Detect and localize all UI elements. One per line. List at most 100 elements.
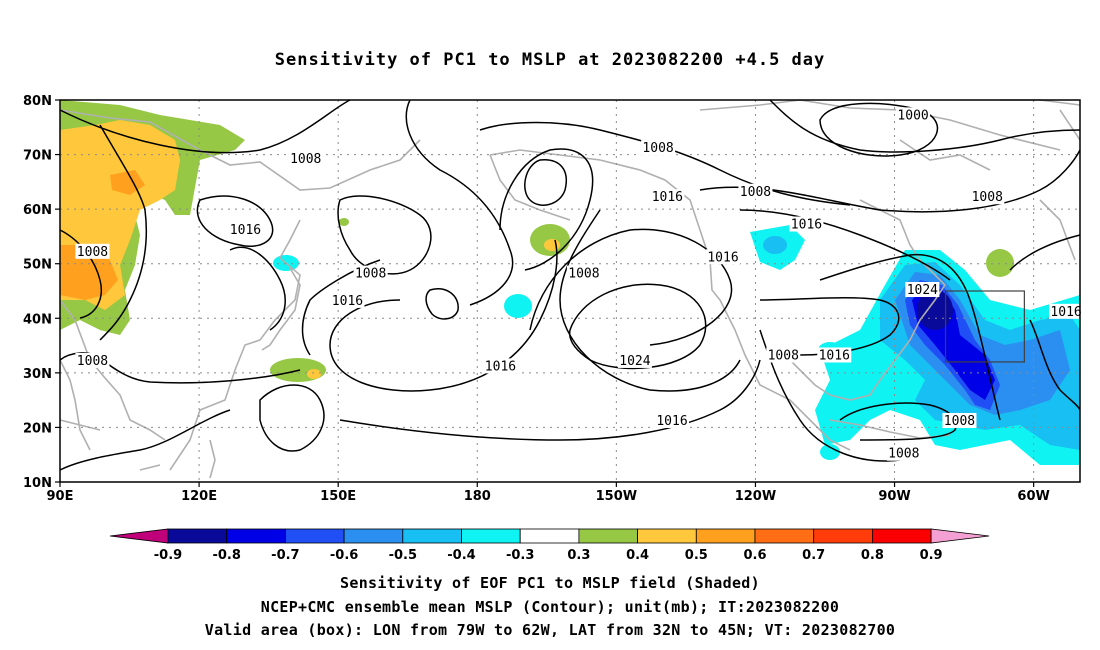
contour-label: 1016: [707, 250, 738, 265]
coastline-namerica: [699, 99, 1076, 401]
colorbar-swatch: [754, 528, 815, 544]
contour-label-bg: [75, 352, 110, 368]
contour-labels: 1008 1008 1016 1008 1008 1016 1016 1008 1008 1016…: [75, 107, 1084, 462]
contour-line: [329, 239, 558, 392]
colorbar-swatch: [695, 528, 756, 544]
contour-label-bg: [228, 221, 263, 237]
colorbar-label: -0.8: [212, 548, 240, 563]
contour-label-bg: [817, 347, 852, 363]
colorbar-label: -0.6: [330, 548, 358, 563]
lat-label: 10N: [23, 476, 52, 491]
contour-line: [229, 246, 286, 331]
contour-line: [739, 209, 951, 281]
contour-label: 1016: [332, 294, 363, 309]
shade-negative-pacific: [504, 294, 532, 318]
shade-positive-small: [339, 218, 349, 226]
colorbar-swatch: [226, 528, 286, 544]
contour-label: 1008: [642, 141, 673, 156]
contour-line: [59, 229, 102, 319]
map-frame: [59, 99, 1081, 483]
contour-label: 1008: [768, 348, 799, 363]
contour-label-bg: [970, 189, 1005, 205]
colorbar-swatch: [637, 528, 697, 544]
contour-line: [99, 124, 148, 341]
latitude-labels: 80N 70N 60N 50N 40N 30N 20N 10N: [23, 94, 60, 491]
shading-layer: [60, 100, 1080, 465]
colorbar-swatch: [813, 528, 873, 544]
colorbar-label: 0.9: [920, 548, 943, 563]
contour-label-bg: [353, 265, 388, 281]
lon-label: 120E: [181, 489, 217, 504]
contour-label-bg: [617, 352, 652, 368]
shade-negative-carib: [820, 444, 840, 460]
contour-label: 1008: [568, 267, 599, 282]
lat-label: 80N: [23, 94, 52, 109]
contour-label: 1008: [888, 447, 919, 462]
contour-label: 1008: [77, 354, 108, 369]
contour-label: 1024: [619, 354, 650, 369]
coastline-japan: [261, 267, 301, 351]
colorbar-swatch: [461, 528, 521, 544]
contour-label-bg: [706, 249, 740, 265]
colorbar-label: -0.4: [447, 548, 475, 563]
lat-label: 70N: [23, 149, 52, 164]
colorbar-label: 0.6: [743, 548, 766, 563]
colorbar-swatch: [284, 528, 345, 544]
lon-label: 180: [464, 489, 491, 504]
lat-label: 30N: [23, 367, 52, 382]
contour-label-bg: [896, 107, 931, 123]
contour-label: 1000: [897, 108, 928, 123]
contour-line: [59, 99, 351, 154]
contour-label-bg: [655, 412, 689, 428]
contour-label: 1016: [791, 218, 822, 233]
contour-line: [699, 149, 1081, 213]
contour-label: 1008: [972, 190, 1003, 205]
colorbar: -0.9 -0.8 -0.7 -0.6 -0.5 -0.4 -0.3 0.3 0.4 0.5 0.6…: [109, 528, 990, 563]
colorbar-label: 0.8: [861, 548, 884, 563]
contour-line: [1029, 319, 1081, 411]
contour-label: 1016: [819, 348, 850, 363]
coastline-greenland: [1000, 99, 1081, 141]
contour-line: [499, 148, 594, 271]
colorbar-swatch: [578, 528, 639, 544]
contour-label-bg: [738, 183, 773, 199]
lat-label: 50N: [23, 258, 52, 273]
contour-label: 1016: [652, 190, 683, 205]
contour-label-bg: [75, 243, 110, 259]
colorbar-label: 0.7: [802, 548, 825, 563]
lon-label: 120W: [735, 489, 776, 504]
lon-label: 150W: [596, 489, 637, 504]
contour-label-bg: [905, 282, 940, 297]
contour-line: [259, 384, 325, 452]
mslp-contours: [59, 99, 1081, 471]
contour-line: [339, 359, 761, 441]
coastline-alaska: [489, 149, 851, 451]
contour-line: [559, 209, 741, 392]
contour-line: [769, 99, 1081, 153]
contour-label: 1016: [485, 359, 516, 374]
contour-label-bg: [789, 216, 824, 232]
lon-label: 60W: [1017, 489, 1049, 504]
contour-line: [568, 283, 707, 370]
contour-label: 1008: [290, 152, 321, 167]
contour-label-bg: [766, 347, 801, 363]
colorbar-label: -0.7: [271, 548, 299, 563]
shade-positive-aleutian-core: [544, 239, 560, 251]
colorbar-label: 0.5: [685, 548, 708, 563]
map-gridlines: [60, 100, 1080, 482]
contour-line: [529, 228, 733, 346]
contour-label: 1016: [656, 414, 687, 429]
shade-negative-canada-core: [763, 236, 787, 254]
lon-label: 150E: [320, 489, 356, 504]
shade-positive-pacific-core: [307, 369, 321, 379]
caption-shading: Sensitivity of EOF PC1 to MSLP field (Sh…: [340, 574, 760, 592]
colorbar-swatch: [872, 528, 932, 544]
colorbar-label: -0.3: [506, 548, 534, 563]
colorbar-label: 0.4: [626, 548, 649, 563]
contour-label: 1008: [740, 185, 771, 200]
contour-line: [337, 195, 432, 275]
contour-line: [524, 159, 567, 206]
contour-label-bg: [650, 189, 685, 205]
coastline-asia: [59, 109, 421, 471]
